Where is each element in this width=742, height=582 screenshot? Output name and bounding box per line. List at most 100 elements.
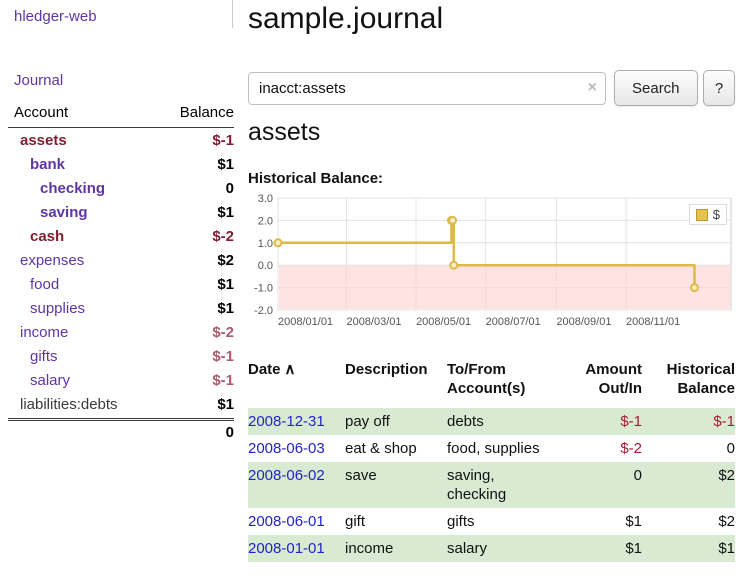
account-balance: $-1 <box>212 371 234 389</box>
account-balance: $1 <box>217 203 234 221</box>
accounts-total-value: 0 <box>225 424 234 441</box>
transaction-date-link[interactable]: 2008-01-01 <box>248 540 325 557</box>
register-table: Date ∧ Description To/From Account(s) Amount O… <box>248 360 735 562</box>
search-input[interactable] <box>248 71 606 105</box>
account-row: assets $-1 <box>8 128 234 152</box>
cell-description: gift <box>345 513 366 530</box>
cell-amount: 0 <box>633 467 642 484</box>
account-row: bank $1 <box>8 152 234 176</box>
account-balance: $1 <box>217 395 234 413</box>
cell-accounts: saving, checking <box>447 467 507 503</box>
account-link[interactable]: liabilities:debts <box>20 395 118 413</box>
chart-label: Historical Balance: <box>248 170 384 187</box>
account-link[interactable]: salary <box>30 371 71 389</box>
account-row: liabilities:debts $1 <box>8 392 234 416</box>
cell-description: eat & shop <box>345 440 417 457</box>
account-link[interactable]: checking <box>40 179 106 197</box>
register-column-header: Historical Balance <box>650 360 735 408</box>
account-row: food $1 <box>8 272 234 296</box>
svg-text:-2.0: -2.0 <box>254 305 273 317</box>
account-link[interactable]: bank <box>30 155 66 173</box>
cell-amount: $-1 <box>620 413 642 430</box>
account-link[interactable]: food <box>30 275 60 293</box>
svg-text:2008/01/01: 2008/01/01 <box>278 316 333 328</box>
chart-legend: $ <box>688 204 727 225</box>
main-panel: sample.journal × Search ? assets Histori… <box>248 0 735 582</box>
account-link[interactable]: gifts <box>30 347 58 365</box>
register-column-header[interactable]: Date ∧ <box>248 360 345 408</box>
account-row: income $-2 <box>8 320 234 344</box>
register-header-row: Date ∧ Description To/From Account(s) Amount O… <box>248 360 735 408</box>
cell-amount: $-2 <box>620 440 642 457</box>
transaction-date-link[interactable]: 2008-12-31 <box>248 413 325 430</box>
accounts-list: assets $-1 bank $1 checking 0 saving $1 cash $-2 e… <box>8 128 234 416</box>
svg-text:2008/11/01: 2008/11/01 <box>626 316 680 328</box>
sidebar-item-journal[interactable]: Journal <box>14 72 64 89</box>
svg-text:2008/03/01: 2008/03/01 <box>346 316 401 328</box>
page-title: sample.journal <box>248 2 444 35</box>
register-column-header: To/From Account(s) <box>447 360 567 408</box>
svg-text:-1.0: -1.0 <box>254 283 273 295</box>
account-balance: $1 <box>217 155 234 173</box>
account-link[interactable]: expenses <box>20 251 85 269</box>
cell-balance: 0 <box>726 440 735 457</box>
column-header-text: Historical <box>666 361 735 378</box>
transaction-row: 2008-01-01 income salary $1 $1 <box>248 535 735 562</box>
account-row: supplies $1 <box>8 296 234 320</box>
account-link[interactable]: income <box>20 323 69 341</box>
account-balance: $1 <box>217 299 234 317</box>
column-header-text: Balance <box>677 380 735 397</box>
cell-date: 2008-12-31 <box>248 408 345 435</box>
transaction-row: 2008-06-01 gift gifts $1 $2 <box>248 508 735 535</box>
account-link[interactable]: supplies <box>30 299 86 317</box>
transaction-row: 2008-06-03 eat & shop food, supplies $-2 0 <box>248 435 735 462</box>
account-link[interactable]: saving <box>40 203 88 221</box>
cell-date: 2008-06-02 <box>248 462 345 508</box>
brand-link[interactable]: hledger-web <box>14 8 97 25</box>
accounts-header-account: Account <box>14 104 69 121</box>
search-bar: × Search ? <box>248 70 735 106</box>
account-row: saving $1 <box>8 200 234 224</box>
historical-balance-chart: 3.0 2.0 1.0 0.0 -1.0 -2.0 2008/01/01 2008/03/01… <box>248 193 735 340</box>
svg-text:1.0: 1.0 <box>258 238 273 250</box>
cell-balance: $2 <box>718 513 735 530</box>
account-row: salary $-1 <box>8 368 234 392</box>
register-column-header: Description <box>345 360 447 408</box>
accounts-total-row: 0 <box>8 418 234 441</box>
transaction-date-link[interactable]: 2008-06-03 <box>248 440 325 457</box>
cell-accounts: food, supplies <box>447 440 540 457</box>
account-row: expenses $2 <box>8 248 234 272</box>
account-link[interactable]: cash <box>30 227 65 245</box>
cell-balance: $1 <box>718 540 735 557</box>
account-balance: $2 <box>217 251 234 269</box>
account-link[interactable]: assets <box>20 131 67 149</box>
column-header-text: Amount <box>585 361 642 378</box>
transaction-date-link[interactable]: 2008-06-01 <box>248 513 325 530</box>
search-button[interactable]: Search <box>614 70 698 106</box>
transaction-row: 2008-12-31 pay off debts $-1 $-1 <box>248 408 735 435</box>
account-balance: $-1 <box>212 347 234 365</box>
cell-accounts: salary <box>447 540 488 557</box>
svg-text:3.0: 3.0 <box>258 194 273 205</box>
cell-date: 2008-06-01 <box>248 508 345 535</box>
svg-text:2008/09/01: 2008/09/01 <box>556 316 611 328</box>
transaction-date-link[interactable]: 2008-06-02 <box>248 467 325 484</box>
svg-text:2.0: 2.0 <box>258 215 273 227</box>
cell-amount: $1 <box>625 540 642 557</box>
cell-date: 2008-01-01 <box>248 535 345 562</box>
help-button[interactable]: ? <box>703 70 735 106</box>
column-header-text: To/From <box>447 361 506 378</box>
clear-search-icon[interactable]: × <box>587 78 597 96</box>
chart-canvas: 3.0 2.0 1.0 0.0 -1.0 -2.0 2008/01/01 2008/03/01… <box>254 193 732 328</box>
account-title: assets <box>248 118 321 146</box>
cell-date: 2008-06-03 <box>248 435 345 462</box>
sort-asc-icon[interactable]: ∧ <box>284 361 296 378</box>
legend-label: $ <box>712 207 720 222</box>
cell-accounts: gifts <box>447 513 475 530</box>
search-box: × <box>248 71 606 105</box>
column-header-text: Account(s) <box>447 380 526 397</box>
accounts-panel: Account Balance assets $-1 bank $1 checking 0… <box>8 104 234 441</box>
cell-accounts: debts <box>447 413 484 430</box>
account-row: cash $-2 <box>8 224 234 248</box>
column-header-text: Out/In <box>598 380 642 397</box>
